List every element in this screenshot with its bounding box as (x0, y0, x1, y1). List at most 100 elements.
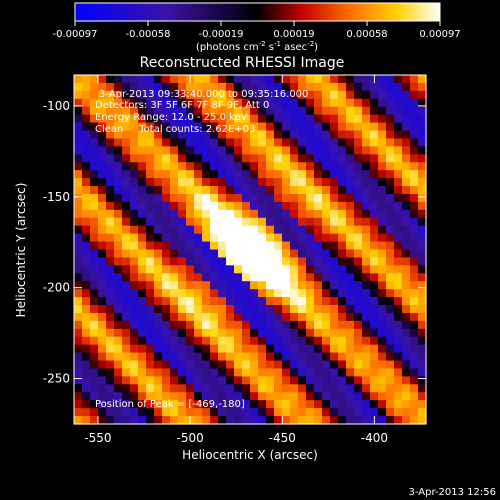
heatmap-cell (362, 170, 371, 179)
heatmap-cell (242, 392, 251, 401)
heatmap-cell (418, 328, 427, 338)
heatmap-cell (226, 154, 235, 163)
heatmap-cell (354, 400, 363, 409)
heatmap-cell (370, 336, 379, 346)
heatmap-cell (106, 241, 115, 251)
heatmap-cell (186, 328, 195, 338)
heatmap-cell (338, 193, 347, 203)
heatmap-cell (170, 305, 179, 314)
heatmap-cell (258, 122, 267, 132)
heatmap-cell (90, 146, 99, 155)
heatmap-cell (370, 98, 379, 108)
heatmap-cell (274, 312, 283, 322)
heatmap-cell (130, 392, 139, 401)
heatmap-cell (162, 201, 171, 211)
heatmap-cell (122, 82, 131, 92)
heatmap-cell (298, 178, 307, 187)
heatmap-cell (234, 201, 243, 211)
heatmap-cell (170, 344, 179, 354)
heatmap-cell (178, 130, 187, 140)
heatmap-cell (258, 344, 267, 354)
heatmap-cell (194, 408, 203, 417)
heatmap-cell (378, 376, 387, 385)
heatmap-cell (170, 352, 179, 362)
heatmap-cell (130, 217, 139, 227)
heatmap-cell (386, 312, 395, 322)
heatmap-cell (306, 225, 315, 235)
heatmap-cell (386, 416, 395, 425)
heatmap-cell (338, 170, 347, 179)
heatmap-cell (114, 178, 123, 187)
heatmap-cell (354, 344, 363, 354)
heatmap-cell (242, 408, 251, 417)
heatmap-cell (402, 90, 411, 100)
heatmap-cell (346, 400, 355, 409)
heatmap-cell (186, 336, 195, 346)
heatmap-cell (362, 408, 371, 417)
heatmap-cell (82, 416, 91, 425)
heatmap-cell (298, 400, 307, 409)
heatmap-cell (290, 82, 299, 92)
heatmap-cell (250, 98, 259, 108)
heatmap-cell (298, 249, 307, 259)
heatmap-cell (282, 209, 291, 219)
heatmap-cell (346, 384, 355, 393)
heatmap-cell (170, 233, 179, 243)
heatmap-cell (242, 305, 251, 314)
heatmap-cell (298, 90, 307, 100)
heatmap-cell (114, 320, 123, 330)
heatmap-cell (202, 312, 211, 322)
heatmap-cell (170, 257, 179, 266)
heatmap-cell (346, 352, 355, 362)
heatmap-cell (322, 217, 331, 227)
heatmap-cell (346, 98, 355, 108)
heatmap-cell (338, 217, 347, 227)
heatmap-cell (290, 384, 299, 393)
heatmap-cell (130, 98, 139, 108)
heatmap-cell (322, 162, 331, 171)
heatmap-cell (338, 233, 347, 243)
heatmap-cell (122, 344, 131, 354)
heatmap-cell (154, 273, 163, 282)
heatmap-cell (274, 82, 283, 92)
heatmap-cell (346, 146, 355, 155)
heatmap-cell (338, 392, 347, 401)
heatmap-cell (330, 408, 339, 417)
heatmap-cell (138, 241, 147, 251)
heatmap-cell (122, 178, 131, 187)
heatmap-cell (90, 114, 99, 124)
heatmap-cell (130, 289, 139, 298)
heatmap-cell (170, 154, 179, 163)
heatmap-cell (138, 90, 147, 100)
heatmap-cell (362, 186, 371, 195)
heatmap-cell (330, 281, 339, 290)
heatmap-cell (98, 162, 107, 171)
heatmap-cell (234, 360, 243, 370)
heatmap-cell (298, 122, 307, 132)
heatmap-cell (282, 162, 291, 171)
heatmap-cell (298, 130, 307, 140)
heatmap-cell (242, 201, 251, 211)
heatmap-cell (194, 122, 203, 132)
heatmap-cell (154, 360, 163, 370)
heatmap-cell (234, 186, 243, 195)
heatmap-cell (242, 217, 251, 227)
heatmap-cell (266, 312, 275, 322)
heatmap-cell (162, 233, 171, 243)
heatmap-cell (218, 392, 227, 401)
heatmap-cell (410, 98, 419, 108)
heatmap-cell (178, 201, 187, 211)
heatmap-cell (378, 193, 387, 203)
heatmap-cell (346, 201, 355, 211)
heatmap-cell (282, 328, 291, 338)
heatmap-cell (266, 75, 275, 84)
heatmap-cell (354, 122, 363, 132)
heatmap-cell (106, 344, 115, 354)
heatmap-cell (330, 360, 339, 370)
heatmap-cell (234, 130, 243, 140)
heatmap-cell (242, 344, 251, 354)
heatmap-cell (234, 209, 243, 219)
heatmap-cell (154, 138, 163, 147)
heatmap-cell (154, 170, 163, 179)
heatmap-cell (346, 233, 355, 243)
